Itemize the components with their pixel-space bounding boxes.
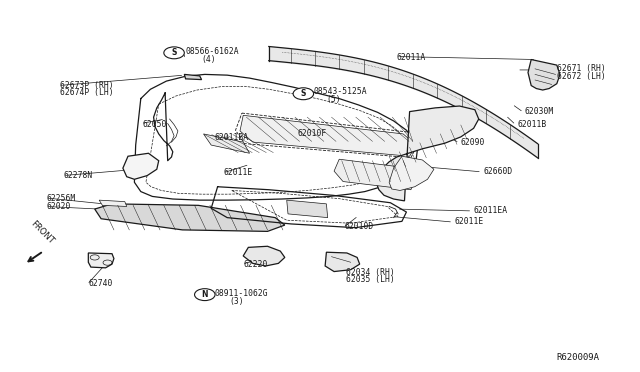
Text: 62674P (LH): 62674P (LH)	[60, 88, 113, 97]
Text: 62011E: 62011E	[224, 169, 253, 177]
Text: 62090: 62090	[461, 138, 485, 147]
Polygon shape	[240, 115, 416, 156]
Text: 62660D: 62660D	[483, 167, 513, 176]
Text: 62256M: 62256M	[47, 194, 76, 203]
Polygon shape	[88, 253, 114, 268]
Polygon shape	[123, 153, 159, 179]
Text: 62050: 62050	[142, 120, 166, 129]
Text: 62030M: 62030M	[525, 107, 554, 116]
Text: 62011A: 62011A	[397, 53, 426, 62]
Polygon shape	[99, 200, 127, 206]
Polygon shape	[334, 159, 416, 190]
Text: 62034 (RH): 62034 (RH)	[346, 268, 394, 277]
Polygon shape	[184, 74, 202, 80]
Text: 62020: 62020	[47, 202, 71, 211]
Text: 08543-5125A: 08543-5125A	[314, 87, 367, 96]
Polygon shape	[287, 200, 328, 218]
Text: 62671 (RH): 62671 (RH)	[557, 64, 605, 73]
Text: 62011BA: 62011BA	[214, 133, 248, 142]
Text: (5): (5)	[326, 95, 341, 104]
Polygon shape	[95, 204, 285, 231]
Circle shape	[164, 47, 184, 59]
Text: 62278N: 62278N	[64, 171, 93, 180]
Text: N: N	[202, 290, 208, 299]
Text: S: S	[172, 48, 177, 57]
Polygon shape	[325, 252, 360, 272]
Text: 62010F: 62010F	[298, 129, 327, 138]
Text: S: S	[301, 89, 306, 98]
Text: 62011B: 62011B	[517, 120, 547, 129]
Polygon shape	[204, 134, 250, 153]
Text: 62011EA: 62011EA	[474, 206, 508, 215]
Polygon shape	[376, 106, 479, 201]
Text: (4): (4)	[202, 55, 216, 64]
Text: 62672 (LH): 62672 (LH)	[557, 72, 605, 81]
Circle shape	[195, 289, 215, 301]
Text: 08566-6162A: 08566-6162A	[186, 47, 239, 56]
Text: R620009A: R620009A	[557, 353, 600, 362]
Text: 08911-1062G: 08911-1062G	[214, 289, 268, 298]
Text: 62220: 62220	[243, 260, 268, 269]
Polygon shape	[528, 60, 560, 90]
Polygon shape	[243, 246, 285, 266]
Text: 62010D: 62010D	[344, 222, 374, 231]
Text: 62035 (LH): 62035 (LH)	[346, 275, 394, 284]
Polygon shape	[389, 156, 434, 190]
Text: FRONT: FRONT	[28, 219, 55, 246]
Text: 62740: 62740	[88, 279, 113, 288]
Circle shape	[293, 88, 314, 100]
Text: 62673P (RH): 62673P (RH)	[60, 81, 113, 90]
Text: 62011E: 62011E	[454, 217, 484, 226]
Text: (3): (3)	[229, 297, 244, 306]
